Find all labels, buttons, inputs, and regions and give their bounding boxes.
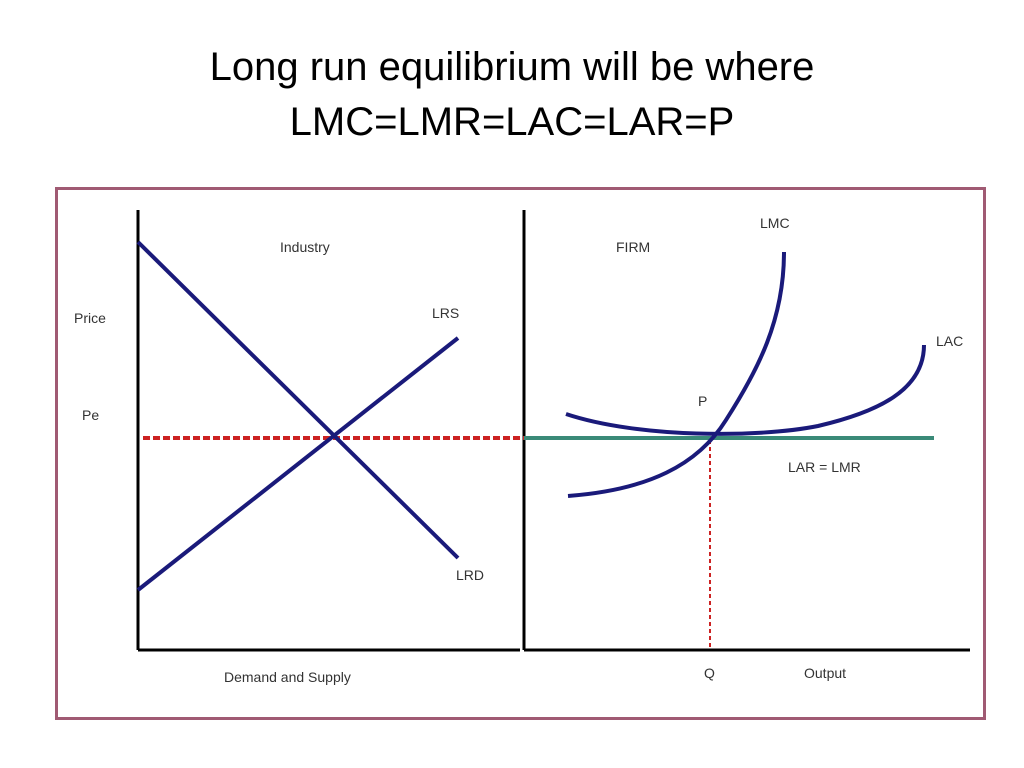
lac-curve <box>565 344 926 436</box>
diagram-svg: Industry Price Pe LRS LRD Demand and Sup… <box>74 210 970 685</box>
firm-heading: FIRM <box>616 239 650 255</box>
lrs-curve <box>136 336 460 592</box>
equilibrium-diagram: Industry Price Pe LRS LRD Demand and Sup… <box>55 187 986 720</box>
q-label: Q <box>704 665 715 681</box>
price-axis-label: Price <box>74 310 106 326</box>
lrs-label: LRS <box>432 305 459 321</box>
title-line-2: LMC=LMR=LAC=LAR=P <box>289 100 735 144</box>
industry-heading: Industry <box>280 239 330 255</box>
lmc-label: LMC <box>760 215 790 231</box>
lrd-curve <box>136 240 460 560</box>
title-line-1: Long run equilibrium will be where <box>209 45 815 89</box>
lar-lmr-label: LAR = LMR <box>788 459 861 475</box>
lmc-curve <box>567 251 786 498</box>
demand-supply-axis-label: Demand and Supply <box>224 669 351 685</box>
p-point-label: P <box>698 393 707 409</box>
output-axis-label: Output <box>804 665 846 681</box>
slide-title: Long run equilibrium will be where LMC=L… <box>0 40 1024 150</box>
lrd-label: LRD <box>456 567 484 583</box>
lac-label: LAC <box>936 333 963 349</box>
pe-label: Pe <box>82 407 99 423</box>
